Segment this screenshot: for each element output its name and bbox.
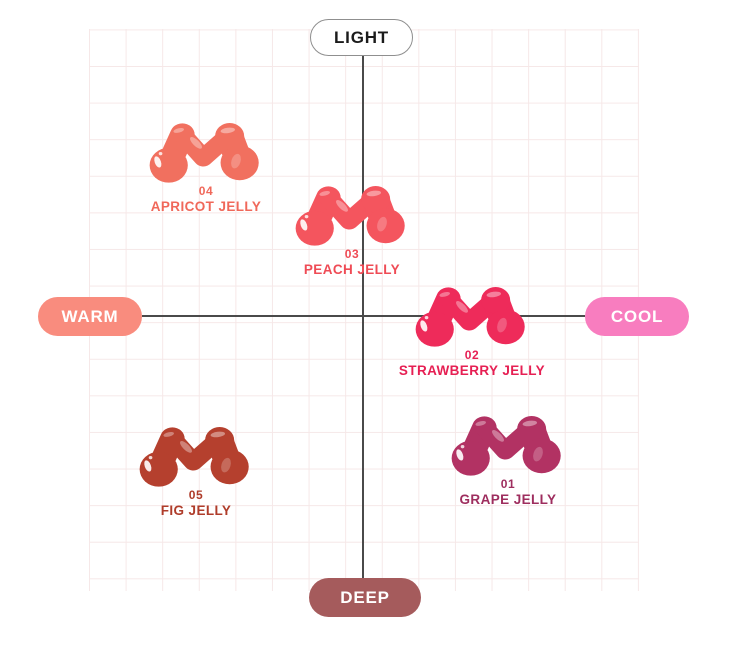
horizontal-axis-line [142, 315, 585, 317]
strawberry-jelly-blob-icon [412, 282, 532, 350]
product-label: 02 STRAWBERRY JELLY [399, 348, 545, 380]
product-strawberry-jelly: 02 STRAWBERRY JELLY [362, 282, 582, 380]
peach-jelly-blob-icon [292, 181, 412, 249]
product-number: 01 [500, 477, 516, 491]
product-peach-jelly: 03 PEACH JELLY [242, 181, 462, 279]
product-fig-jelly: 05 FIG JELLY [86, 422, 306, 520]
grid-background [89, 29, 639, 591]
product-number: 04 [198, 184, 214, 198]
product-number: 02 [464, 348, 480, 362]
product-name: APRICOT JELLY [150, 199, 262, 214]
product-number: 05 [188, 488, 204, 502]
product-apricot-jelly: 04 APRICOT JELLY [96, 118, 316, 216]
product-label: 01 GRAPE JELLY [460, 477, 557, 509]
product-label: 04 APRICOT JELLY [151, 184, 261, 216]
product-grape-jelly: 01 GRAPE JELLY [398, 411, 618, 509]
axis-label-deep: DEEP [309, 578, 421, 617]
grape-jelly-blob-icon [448, 411, 568, 479]
product-label: 05 FIG JELLY [161, 488, 232, 520]
apricot-jelly-blob-icon [146, 118, 266, 186]
product-name: FIG JELLY [160, 503, 232, 518]
axis-label-warm: WARM [38, 297, 142, 336]
axis-label-cool: COOL [585, 297, 689, 336]
fig-jelly-blob-icon [136, 422, 256, 490]
product-number: 03 [344, 247, 360, 261]
product-name: GRAPE JELLY [459, 492, 557, 507]
product-name: PEACH JELLY [303, 262, 401, 277]
axis-label-light: LIGHT [310, 19, 413, 56]
product-name: STRAWBERRY JELLY [398, 363, 546, 378]
product-label: 03 PEACH JELLY [304, 247, 400, 279]
vertical-axis-line [362, 56, 364, 578]
